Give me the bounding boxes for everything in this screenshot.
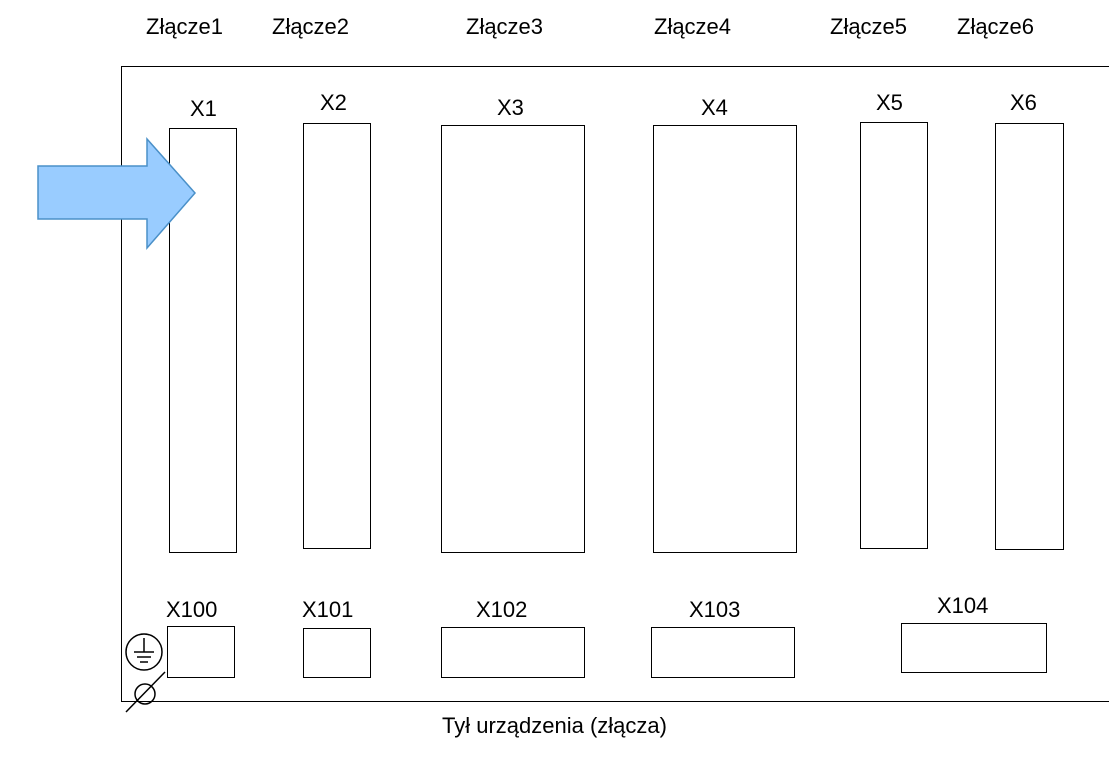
diameter-icon <box>125 671 166 713</box>
connector-label-x103: X103 <box>689 597 741 622</box>
connector-label-x3: X3 <box>497 95 524 120</box>
connector-slot-x6 <box>995 123 1064 550</box>
connector-label-x2: X2 <box>320 90 347 115</box>
connector-label-x104: X104 <box>937 593 989 618</box>
connector-label-x101: X101 <box>302 597 354 622</box>
connector-slot-x103 <box>651 627 795 678</box>
connector-slot-x2 <box>303 123 371 549</box>
connector-label-x100: X100 <box>166 597 218 622</box>
connector-slot-x4 <box>653 125 797 553</box>
connector-slot-x104 <box>901 623 1047 673</box>
connector-label-x1: X1 <box>190 96 217 121</box>
protective-earth-icon <box>125 633 163 671</box>
connector-slot-x101 <box>303 628 371 678</box>
group-label-6: Złącze6 <box>957 14 1035 39</box>
connector-slot-x3 <box>441 125 585 553</box>
connector-slot-x100 <box>167 626 235 678</box>
diagram-caption: Tył urządzenia (złącza) <box>442 713 667 738</box>
group-label-1: Złącze1 <box>146 14 224 39</box>
connector-label-x5: X5 <box>876 90 903 115</box>
connector-slot-x5 <box>860 122 928 549</box>
connector-label-x6: X6 <box>1010 90 1037 115</box>
group-label-3: Złącze3 <box>466 14 544 39</box>
group-label-2: Złącze2 <box>272 14 350 39</box>
connector-label-x102: X102 <box>476 597 528 622</box>
device-back-panel <box>121 66 1109 702</box>
group-label-4: Złącze4 <box>654 14 732 39</box>
connector-label-x4: X4 <box>701 95 728 120</box>
connector-slot-x102 <box>441 627 585 678</box>
arrow-right-icon <box>37 137 196 250</box>
group-label-5: Złącze5 <box>830 14 908 39</box>
